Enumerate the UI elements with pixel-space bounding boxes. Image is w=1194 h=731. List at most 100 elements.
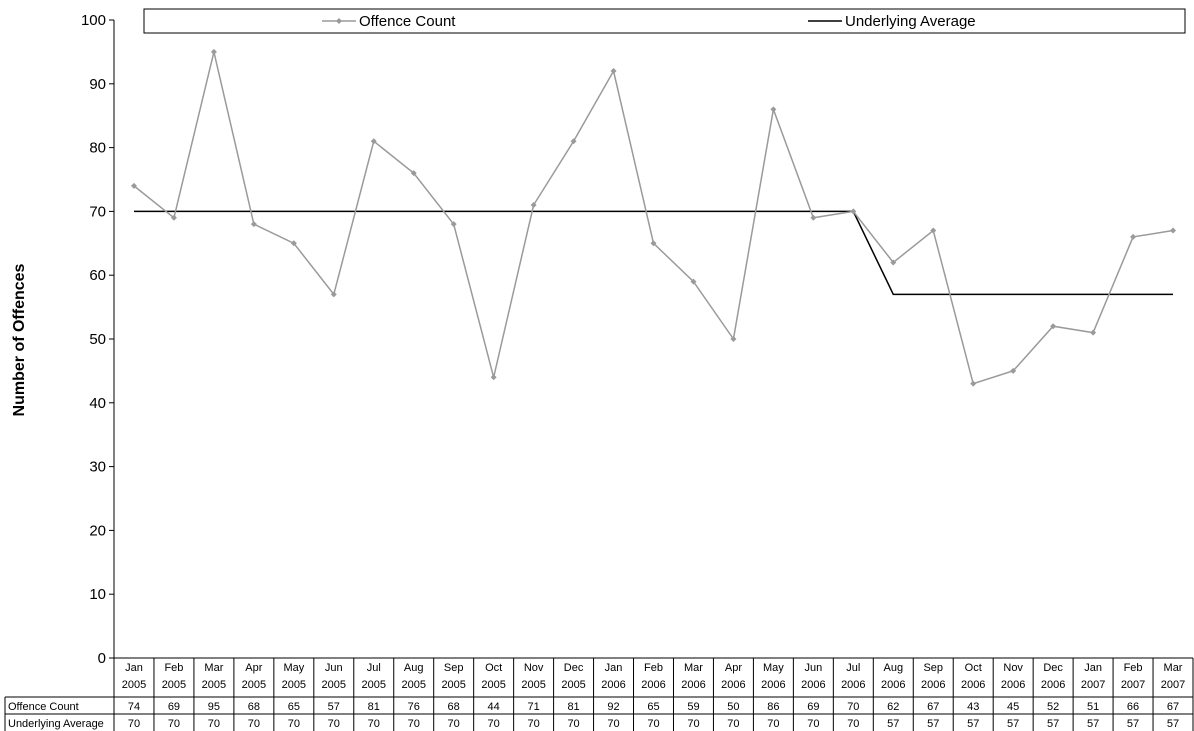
x-category-year: 2005 [561, 679, 585, 691]
table-cell-value: 70 [128, 718, 140, 730]
table-cell-value: 70 [727, 718, 739, 730]
offence-count-point [290, 240, 297, 247]
x-category-month: Dec [1043, 662, 1063, 674]
x-category-month: Aug [404, 662, 424, 674]
x-category-year: 2006 [1001, 679, 1025, 691]
x-category-year: 2005 [521, 679, 545, 691]
table-cell-value: 57 [1127, 718, 1139, 730]
offence-count-point [970, 380, 977, 387]
table-cell-value: 57 [1047, 718, 1059, 730]
table-cell-value: 70 [168, 718, 180, 730]
x-category-month: May [283, 662, 304, 674]
x-category-month: Mar [204, 662, 223, 674]
table-cell-value: 57 [1167, 718, 1179, 730]
table-cell-value: 70 [807, 718, 819, 730]
y-tick-label: 0 [98, 650, 106, 667]
x-category-month: Oct [485, 662, 502, 674]
table-cell-value: 66 [1127, 701, 1139, 713]
offence-count-point [450, 221, 457, 228]
table-cell-value: 57 [1007, 718, 1019, 730]
table-cell-value: 52 [1047, 701, 1059, 713]
x-category-month: Jan [605, 662, 623, 674]
x-category-month: Feb [164, 662, 183, 674]
x-category-year: 2006 [841, 679, 865, 691]
offence-count-point [650, 240, 657, 247]
table-cell-value: 70 [208, 718, 220, 730]
y-tick-label: 60 [89, 267, 106, 284]
table-cell-value: 70 [647, 718, 659, 730]
y-tick-label: 80 [89, 140, 106, 157]
table-row-header: Underlying Average [8, 718, 104, 730]
x-category-month: Apr [725, 662, 742, 674]
table-cell-value: 68 [248, 701, 260, 713]
x-category-month: Sep [923, 662, 943, 674]
offence-count-point [570, 138, 577, 145]
x-category-year: 2005 [481, 679, 505, 691]
x-category-year: 2005 [362, 679, 386, 691]
table-cell-value: 81 [368, 701, 380, 713]
table-cell-value: 70 [687, 718, 699, 730]
x-category-month: Dec [564, 662, 584, 674]
table-cell-value: 86 [767, 701, 779, 713]
y-tick-label: 90 [89, 76, 106, 93]
y-tick-label: 100 [81, 12, 106, 29]
offence-count-point [130, 182, 137, 189]
x-category-year: 2007 [1161, 679, 1185, 691]
offence-count-point [1170, 227, 1177, 234]
table-cell-value: 57 [328, 701, 340, 713]
y-axis-label: Number of Offences [11, 263, 28, 416]
x-category-year: 2006 [761, 679, 785, 691]
offence-count-point [930, 227, 937, 234]
offence-count-point [410, 170, 417, 177]
y-tick-label: 40 [89, 395, 106, 412]
table-cell-value: 43 [967, 701, 979, 713]
x-category-year: 2006 [961, 679, 985, 691]
x-category-year: 2006 [921, 679, 945, 691]
x-category-year: 2006 [601, 679, 625, 691]
x-category-month: May [763, 662, 784, 674]
table-cell-value: 70 [847, 701, 859, 713]
y-tick-label: 10 [89, 586, 106, 603]
x-category-month: Jul [367, 662, 381, 674]
offence-count-point [1130, 233, 1137, 240]
legend: Offence Count Underlying Average [143, 8, 1186, 34]
offence-count-point [170, 214, 177, 221]
table-row-header: Offence Count [8, 701, 79, 713]
offence-count-point [250, 221, 257, 228]
x-category-year: 2005 [282, 679, 306, 691]
x-category-month: Jan [1084, 662, 1102, 674]
table-cell-value: 81 [567, 701, 579, 713]
offence-count-point [1050, 323, 1057, 330]
x-category-year: 2006 [721, 679, 745, 691]
offence-count-point [810, 214, 817, 221]
table-cell-value: 70 [527, 718, 539, 730]
table-cell-value: 70 [847, 718, 859, 730]
table-cell-value: 69 [807, 701, 819, 713]
table-cell-value: 95 [208, 701, 220, 713]
x-category-month: Sep [444, 662, 464, 674]
table-cell-value: 65 [647, 701, 659, 713]
table-cell-value: 70 [567, 718, 579, 730]
y-tick-label: 70 [89, 203, 106, 220]
x-category-month: Feb [1124, 662, 1143, 674]
table-cell-value: 51 [1087, 701, 1099, 713]
y-tick-label: 30 [89, 459, 106, 476]
x-category-year: 2007 [1081, 679, 1105, 691]
legend-box [143, 8, 1186, 34]
offence-count-point [1090, 329, 1097, 336]
x-category-year: 2005 [122, 679, 146, 691]
x-category-year: 2005 [441, 679, 465, 691]
x-category-month: Feb [644, 662, 663, 674]
x-category-month: Nov [524, 662, 544, 674]
x-category-month: Jul [846, 662, 860, 674]
table-cell-value: 45 [1007, 701, 1019, 713]
table-cell-value: 67 [1167, 701, 1179, 713]
series-layer [130, 48, 1177, 387]
offence-count-line [133, 51, 1174, 385]
legend-average-label: Underlying Average [845, 13, 976, 30]
table-cell-value: 70 [328, 718, 340, 730]
table-cell-value: 59 [687, 701, 699, 713]
x-category-year: 2005 [202, 679, 226, 691]
x-category-month: Jun [325, 662, 343, 674]
table-cell-value: 44 [488, 701, 500, 713]
